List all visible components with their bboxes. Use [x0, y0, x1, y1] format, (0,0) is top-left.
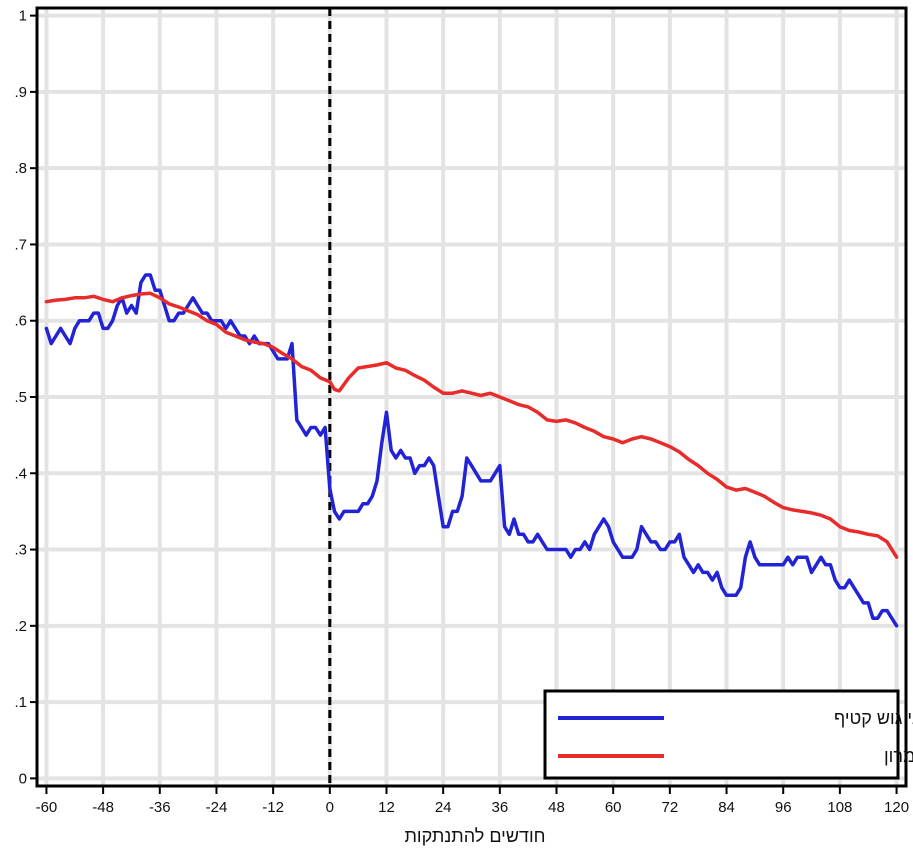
y-tick-label: .4: [14, 465, 27, 482]
x-tick-label: -60: [36, 799, 58, 816]
y-tick-label: .6: [14, 313, 27, 330]
y-tick-label: 1: [19, 8, 27, 25]
x-tick-label: -12: [262, 799, 284, 816]
x-tick-label: 96: [775, 799, 792, 816]
x-tick-label: 24: [435, 799, 452, 816]
y-tick-label: .9: [14, 84, 27, 101]
series-lines: [44, 273, 899, 628]
x-tick-label: 48: [548, 799, 565, 816]
y-tick-label: .5: [14, 389, 27, 406]
x-tick-label: 120: [884, 799, 909, 816]
x-tick-label: 12: [378, 799, 395, 816]
y-tick-label: 0: [19, 770, 27, 787]
legend-box: [543, 689, 900, 780]
x-axis-title: חודשים להתנתקות: [405, 826, 546, 846]
axes: -60 -48 -36 -24 -12 0 12 24 36 48 60 72 84 96 108 120 0.…: [14, 8, 909, 816]
y-tick-label: .1: [14, 694, 27, 711]
x-tick-label: -36: [149, 799, 171, 816]
x-tick-label: 0: [326, 799, 334, 816]
legend-label-series-1: מפוני גוש קטיף: [834, 708, 913, 728]
x-tick-label: -24: [206, 799, 228, 816]
x-tick-label: 72: [662, 799, 679, 816]
x-tick-label: 36: [491, 799, 508, 816]
x-tick-label: 60: [605, 799, 622, 816]
series-line-2: [44, 291, 899, 559]
x-tick-label: -48: [92, 799, 114, 816]
x-tick-label: 108: [827, 799, 852, 816]
y-tick-label: .7: [14, 236, 27, 253]
legend: מפוני גוש קטיף תושבי יהודה ושומרון: [543, 689, 913, 780]
legend-label-series-2: תושבי יהודה ושומרון: [884, 746, 913, 766]
grid-lines: [37, 8, 906, 786]
y-tick-label: .2: [14, 618, 27, 635]
y-tick-label: .8: [14, 160, 27, 177]
y-tick-label: .3: [14, 542, 27, 559]
series-line-1: [44, 273, 899, 628]
x-tick-label: 84: [718, 799, 735, 816]
